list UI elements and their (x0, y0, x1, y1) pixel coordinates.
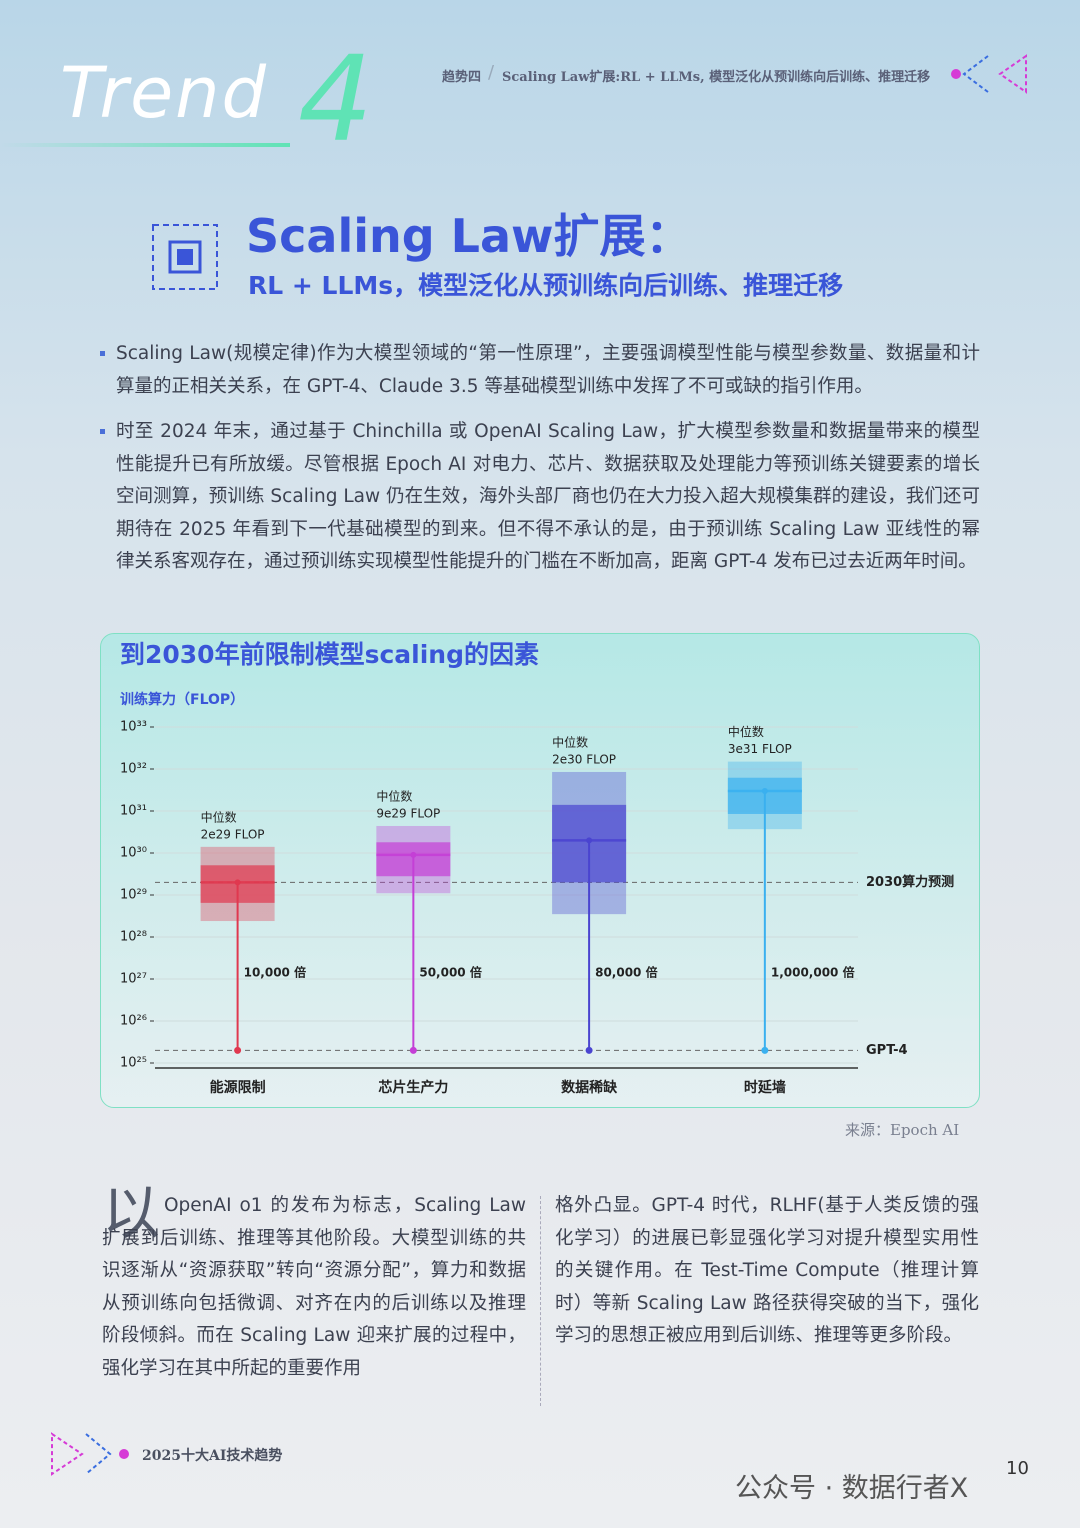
gpt4-dot (585, 1046, 593, 1054)
y-tick-label: 10²⁶ (120, 1014, 147, 1029)
x-tick-label: 芯片生产力 (378, 1079, 448, 1096)
y-tick-label: 10²⁵ (120, 1056, 147, 1071)
median-label: 2e30 FLOP (552, 752, 616, 766)
title: Scaling Law扩展： (246, 209, 692, 263)
trend-number: 4 (298, 30, 374, 168)
watermark: 公众号 · 数据行者X (735, 1473, 969, 1504)
chart-title: 到2030年前限制模型scaling的因素 (120, 640, 539, 669)
reference-label: 2030算力预测 (866, 874, 954, 890)
median-caption: 中位数 (376, 788, 412, 803)
multiplier-label: 10,000 倍 (244, 965, 306, 980)
median-dot (761, 787, 768, 794)
body-left: OpenAI o1 的发布为标志，Scaling Law 扩展到后训练、推理等其… (102, 1195, 526, 1379)
subtitle: RL + LLMs，模型泛化从预训练向后训练、推理迁移 (248, 271, 844, 300)
header-icon (951, 54, 1027, 94)
drop-cap: 以 (102, 1179, 161, 1247)
y-tick-label: 10²⁷ (120, 972, 147, 987)
multiplier-label: 80,000 倍 (595, 965, 658, 980)
page-number: 10 (1006, 1458, 1029, 1479)
footer-icon (51, 1432, 129, 1476)
body-right: 格外凸显。GPT-4 时代，RLHF(基于人类反馈的强化学习）的进展已彰显强化学… (555, 1195, 979, 1346)
median-dot (410, 851, 417, 858)
breadcrumb-section: 趋势四 (442, 70, 482, 85)
y-tick-label: 10³⁰ (120, 846, 147, 861)
bullet: 时至 2024 年末，通过基于 Chinchilla 或 OpenAI Scal… (100, 416, 980, 579)
median-label: 2e29 FLOP (201, 827, 265, 841)
footer-report: 2025十大AI技术趋势 (142, 1448, 283, 1464)
chip-icon (152, 224, 218, 290)
header-rule (0, 143, 290, 147)
median-dot (586, 837, 593, 844)
y-tick-label: 10³³ (120, 720, 147, 735)
multiplier-label: 50,000 倍 (419, 965, 482, 980)
bullet: Scaling Law(规模定律)作为大模型领域的“第一性原理”，主要强调模型性… (100, 338, 980, 403)
multiplier-label: 1,000,000 倍 (771, 965, 855, 980)
x-tick-label: 能源限制 (210, 1079, 266, 1096)
divider: / (488, 62, 495, 83)
gpt4-dot (234, 1046, 242, 1054)
y-tick-label: 10³¹ (120, 804, 147, 819)
y-tick-label: 10²⁹ (120, 888, 147, 903)
median-caption: 中位数 (728, 724, 764, 739)
y-tick-label: 10²⁸ (120, 930, 147, 945)
x-tick-label: 时延墙 (744, 1079, 786, 1096)
gpt4-dot (409, 1046, 417, 1054)
breadcrumb: Scaling Law扩展:RL + LLMs, 模型泛化从预训练向后训练、推理… (502, 70, 931, 85)
median-dot (234, 879, 241, 886)
reference-label: GPT-4 (866, 1043, 908, 1058)
source: 来源：Epoch AI (845, 1121, 960, 1139)
x-tick-label: 数据稀缺 (561, 1079, 618, 1096)
trend-word: Trend (60, 52, 268, 134)
median-caption: 中位数 (552, 734, 588, 749)
y-axis-label: 训练算力（FLOP） (120, 691, 244, 708)
median-label: 3e31 FLOP (728, 742, 792, 756)
gpt4-dot (761, 1046, 769, 1054)
column-divider (540, 1196, 541, 1406)
y-tick-label: 10³² (120, 762, 147, 777)
median-caption: 中位数 (201, 809, 237, 824)
median-label: 9e29 FLOP (376, 806, 440, 820)
